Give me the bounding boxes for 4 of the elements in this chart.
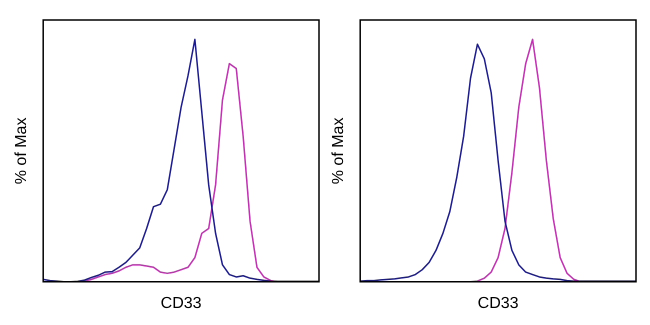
y-axis-title: % of Max: [13, 118, 30, 184]
y-axis-title: % of Max: [330, 118, 348, 184]
x-axis-title: CD33: [160, 294, 202, 312]
x-axis-title: CD33: [478, 294, 519, 312]
